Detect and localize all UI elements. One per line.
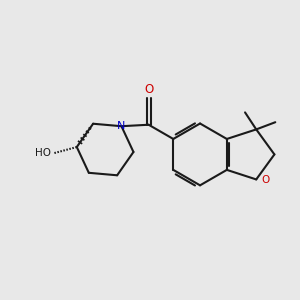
Text: O: O bbox=[144, 83, 153, 96]
Text: N: N bbox=[117, 121, 126, 131]
Text: O: O bbox=[262, 175, 270, 185]
Text: HO: HO bbox=[34, 148, 50, 158]
